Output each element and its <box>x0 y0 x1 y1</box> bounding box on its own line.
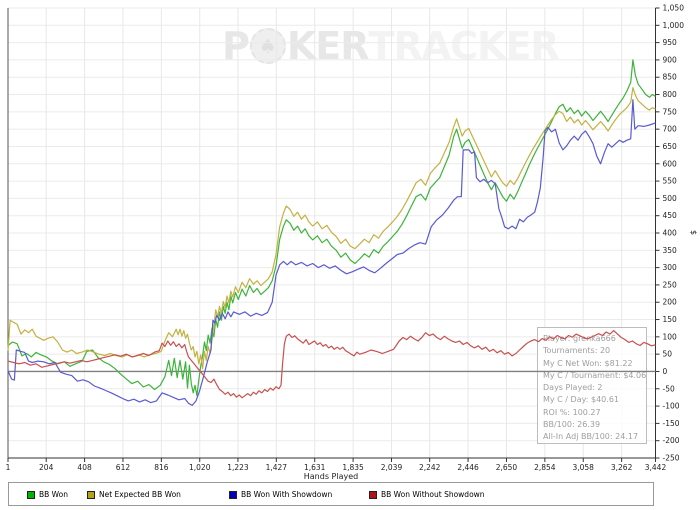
y-tick-label: 300 <box>663 263 678 272</box>
y-tick-label: 0 <box>663 367 668 376</box>
x-tick-label: 3,262 <box>611 463 633 472</box>
y-tick-label: 600 <box>663 159 678 168</box>
y-tick-label: 200 <box>663 298 678 307</box>
x-tick-label: 3,442 <box>645 463 667 472</box>
x-tick-label: 2,446 <box>457 463 479 472</box>
y-tick-label: 400 <box>663 229 678 238</box>
y-tick-label: -200 <box>663 436 680 445</box>
y-tick-label: -100 <box>663 402 680 411</box>
stat-player: Player: grenka666 <box>543 334 616 343</box>
x-tick-label: 3,058 <box>572 463 594 472</box>
watermark-text-tracker: TRACKER <box>368 24 560 68</box>
x-tick-label: 2,242 <box>419 463 441 472</box>
x-tick-label: 2,039 <box>381 463 403 472</box>
legend-label: BB Won Without Showdown <box>381 490 485 499</box>
legend-label: BB Won With Showdown <box>241 490 333 499</box>
y-tick-label: 950 <box>663 38 678 47</box>
legend-item-bb-won-with-showdown: BB Won With Showdown <box>229 490 332 499</box>
legend-item-bb-won: BB Won <box>27 490 68 499</box>
x-tick-label: 1,631 <box>304 463 326 472</box>
x-tick-label: 816 <box>154 463 169 472</box>
legend-swatch-blue <box>229 490 237 499</box>
y-tick-label: 650 <box>663 142 678 151</box>
x-tick-label: 1,020 <box>189 463 211 472</box>
stat-per-day: My C / Day: $40.61 <box>543 395 619 405</box>
y-axis-unit-label: $ <box>689 230 698 235</box>
legend-label: BB Won <box>39 490 68 499</box>
x-tick-label: 204 <box>39 463 54 472</box>
legend-swatch-red <box>369 490 377 499</box>
y-tick-label: 100 <box>663 332 678 341</box>
y-tick-label: -150 <box>663 419 680 428</box>
stat-per-tournament: My C / Tournament: $4.06 <box>543 370 647 380</box>
stat-bb100: BB/100: 26.39 <box>543 420 601 430</box>
chart-legend: BB Won Net Expected BB Won BB Won With S… <box>8 482 654 506</box>
legend-item-net-expected-bb-won: Net Expected BB Won <box>87 490 181 499</box>
x-tick-label: 1 <box>6 463 11 472</box>
y-tick-label: 700 <box>663 125 678 134</box>
legend-swatch-green <box>27 490 35 499</box>
stat-roi: ROI %: 100.27 <box>543 407 601 417</box>
x-tick-label: 1,427 <box>266 463 288 472</box>
y-tick-label: 50 <box>663 350 673 359</box>
y-tick-label: 500 <box>663 194 678 203</box>
y-tick-label: 1,050 <box>663 4 685 13</box>
stat-tournaments: Tournaments: 20 <box>543 346 611 356</box>
y-tick-label: 800 <box>663 90 678 99</box>
x-tick-label: 2,650 <box>496 463 518 472</box>
y-tick-label: 350 <box>663 246 678 255</box>
x-tick-label: 408 <box>77 463 92 472</box>
x-tick-label: 2,854 <box>534 463 556 472</box>
y-tick-label: -50 <box>663 384 675 393</box>
y-tick-label: -250 <box>663 454 680 463</box>
y-tick-label: 1,000 <box>663 21 685 30</box>
spade-icon: ♠ <box>258 34 277 58</box>
x-tick-label: 612 <box>116 463 131 472</box>
y-tick-label: 450 <box>663 211 678 220</box>
watermark-text-ker: KER <box>286 24 370 68</box>
legend-label: Net Expected BB Won <box>99 490 181 499</box>
stat-net-won: My C Net Won: $81.22 <box>543 358 633 368</box>
x-axis-title: Hands Played <box>304 472 358 481</box>
player-stats-info-box: Player: grenka666 Tournaments: 20 My C N… <box>537 327 647 444</box>
watermark-text-p: P <box>222 24 250 68</box>
x-tick-label: 1,835 <box>342 463 364 472</box>
y-tick-label: 150 <box>663 315 678 324</box>
stat-allin-adj-bb100: All-In Adj BB/100: 24.17 <box>543 432 639 442</box>
y-tick-label: 850 <box>663 73 678 82</box>
legend-item-bb-won-without-showdown: BB Won Without Showdown <box>369 490 485 499</box>
y-tick-label: 750 <box>663 107 678 116</box>
y-tick-label: 250 <box>663 280 678 289</box>
legend-swatch-olive <box>87 490 95 499</box>
y-tick-label: 900 <box>663 55 678 64</box>
stat-days-played: Days Played: 2 <box>543 383 603 393</box>
pokertracker-watermark: P ♠ KER TRACKER <box>222 24 560 68</box>
x-tick-label: 1,223 <box>227 463 249 472</box>
y-tick-label: 550 <box>663 177 678 186</box>
poker-chip-icon: ♠ <box>249 28 286 64</box>
